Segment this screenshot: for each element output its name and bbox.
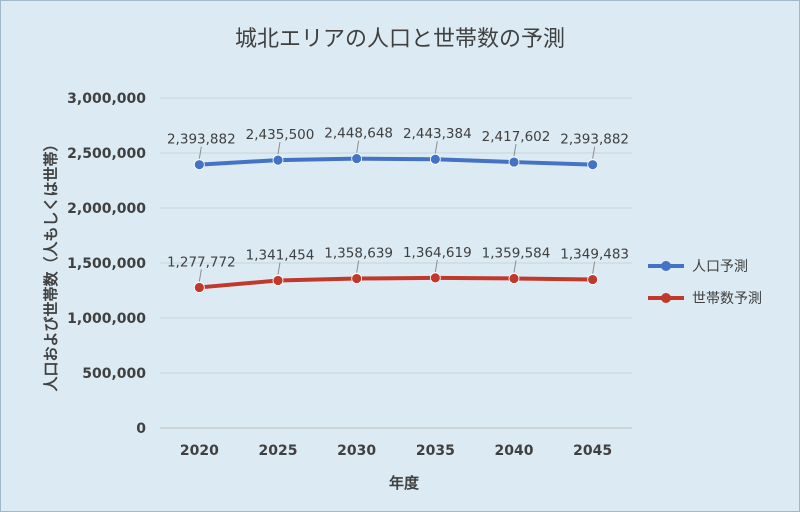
data-point	[429, 272, 441, 284]
data-point	[587, 274, 599, 285]
y-tick-label: 2,500,000	[67, 146, 146, 162]
x-tick-label: 2035	[416, 443, 455, 459]
data-point	[587, 159, 599, 171]
data-point	[351, 273, 363, 284]
y-tick-label: 0	[136, 421, 146, 437]
series-line-2	[199, 275, 593, 290]
data-label-leader	[513, 143, 517, 157]
data-label-leader	[277, 262, 281, 275]
data-label-leader	[592, 261, 596, 274]
data-label: 1,341,454	[246, 247, 315, 263]
data-label-leader	[356, 140, 360, 153]
data-label: 2,417,602	[482, 129, 551, 145]
legend-marker	[661, 261, 671, 271]
y-axis-title: 人口および世帯数（人もしくは世帯）	[42, 136, 60, 391]
data-point	[272, 275, 284, 286]
data-point	[272, 154, 284, 166]
data-point	[193, 282, 205, 293]
data-label-leader	[434, 141, 438, 154]
y-tick-label: 1,500,000	[67, 256, 146, 272]
series-line-1	[199, 156, 593, 167]
data-point	[429, 153, 441, 165]
x-axis-ticks: 2020 2025 2030 2035 2040 2045	[180, 443, 612, 459]
data-label: 2,393,882	[167, 132, 236, 148]
x-tick-label: 2045	[573, 443, 612, 459]
x-tick-label: 2040	[495, 443, 534, 459]
x-tick-label: 2030	[337, 443, 376, 459]
y-tick-label: 500,000	[82, 366, 146, 382]
gridlines	[160, 97, 632, 429]
x-axis-title: 年度	[389, 474, 420, 492]
data-label: 1,358,639	[324, 246, 393, 262]
data-label-leader	[198, 269, 202, 282]
data-label-leader	[592, 146, 596, 159]
y-tick-label: 2,000,000	[67, 201, 146, 217]
data-point	[508, 156, 520, 168]
data-label-leader	[434, 259, 438, 272]
legend-label: 世帯数予測	[692, 291, 762, 307]
x-tick-label: 2020	[180, 443, 219, 459]
data-point	[193, 159, 205, 171]
data-label-leader	[277, 142, 281, 155]
data-label-leader	[356, 260, 360, 273]
data-label: 2,393,882	[560, 132, 629, 148]
data-label: 1,364,619	[403, 245, 472, 261]
legend-marker	[661, 293, 671, 303]
data-point	[351, 153, 363, 165]
data-label: 1,349,483	[560, 247, 629, 263]
data-label: 2,443,384	[403, 126, 472, 142]
data-label: 1,277,772	[167, 254, 236, 270]
series-group: 2,393,882 2,435,500 2,448,648 2,443,384 2,41…	[167, 126, 629, 293]
data-label: 2,448,648	[324, 126, 393, 142]
chart-title: 城北エリアの人口と世帯数の予測	[235, 27, 565, 52]
y-axis-ticks: 0 500,000 1,000,000 1,500,000 2,000,000 2,500…	[67, 91, 146, 437]
data-label-leader	[513, 260, 517, 273]
data-label: 2,435,500	[246, 127, 315, 143]
legend-label: 人口予測	[692, 259, 748, 275]
data-label: 1,359,584	[482, 245, 551, 261]
data-point	[508, 273, 520, 284]
data-label-leader	[198, 146, 202, 159]
y-tick-label: 3,000,000	[67, 91, 146, 107]
x-tick-label: 2025	[259, 443, 298, 459]
y-tick-label: 1,000,000	[67, 311, 146, 327]
